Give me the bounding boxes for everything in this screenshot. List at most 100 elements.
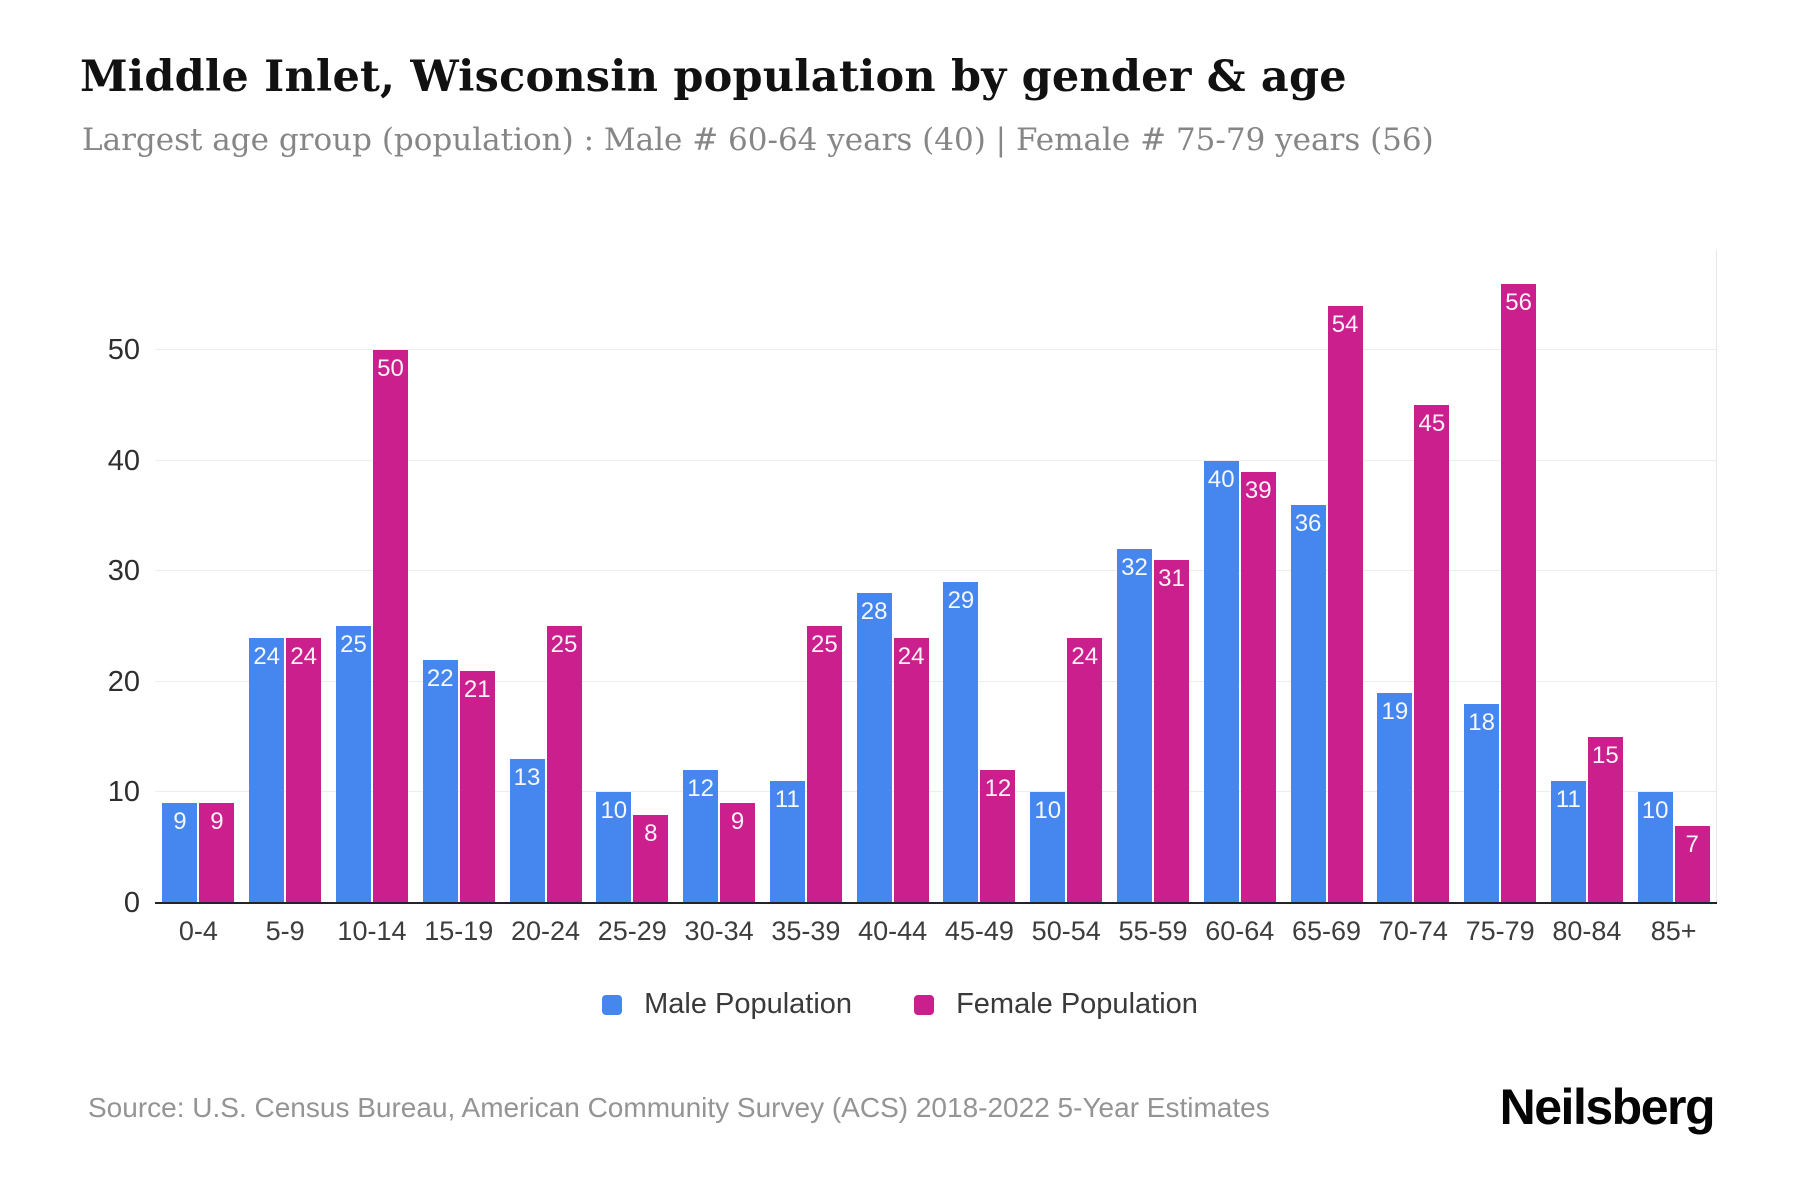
male-bar-25-29[interactable]: 10 [596, 792, 632, 903]
bar-value-label: 11 [774, 786, 800, 813]
male-bar-5-9[interactable]: 24 [249, 638, 285, 903]
x-axis-labels: 0-4 5-9 10-14 15-19 20-24 25-29 30-34 35-39 40-4… [155, 916, 1717, 947]
x-axis-tick-label-0-4: 0-4 [178, 916, 218, 946]
bar-value-label: 28 [860, 598, 888, 625]
male-bar-15-19[interactable]: 22 [422, 660, 458, 903]
y-axis-tick-label: 10 [107, 776, 140, 809]
male-bar-20-24[interactable]: 13 [509, 759, 545, 903]
bars-layer: 9 9 24 24 25 50 22 21 13 25 10 8 12 9 11 25 28 24 29 12 10 24… [155, 250, 1717, 903]
bar-value-label: 50 [377, 355, 404, 382]
female-bar-20-24[interactable]: 25 [546, 626, 582, 903]
bar-group-35-39: 11 25 [762, 250, 849, 903]
female-bar-15-19[interactable]: 21 [459, 671, 495, 903]
x-axis-tick-label-40-44: 40-44 [858, 916, 928, 946]
male-bar-10-14[interactable]: 25 [335, 626, 371, 903]
male-bar-30-34[interactable]: 12 [683, 770, 719, 903]
bar-value-label: 25 [340, 631, 367, 658]
male-legend-swatch-icon [602, 994, 623, 1015]
x-axis-tick-label-20-24: 20-24 [510, 916, 581, 946]
bar-value-label: 54 [1331, 311, 1359, 338]
bar-value-label: 10 [600, 797, 628, 824]
male-bar-40-44[interactable]: 28 [856, 593, 892, 903]
source-note: Source: U.S. Census Bureau, American Com… [88, 1092, 1270, 1123]
chart-subtitle: Largest age group (population) : Male # … [82, 122, 1434, 158]
x-axis-tick-label-85+: 85+ [1650, 916, 1697, 946]
bar-group-60-64: 40 39 [1196, 250, 1283, 903]
female-bar-55-59[interactable]: 31 [1153, 560, 1189, 903]
chart-title: Middle Inlet, Wisconsin population by ge… [80, 52, 1347, 102]
bar-value-label: 9 [210, 808, 224, 835]
female-bar-60-64[interactable]: 39 [1240, 472, 1276, 903]
female-bar-65-69[interactable]: 54 [1327, 306, 1363, 903]
legend-item-male[interactable]: Male Population [602, 988, 852, 1021]
male-bar-35-39[interactable]: 11 [769, 781, 805, 903]
bar-value-label: 24 [253, 643, 281, 670]
bar-group-10-14: 25 50 [329, 250, 416, 903]
bar-group-70-74: 19 45 [1370, 250, 1457, 903]
female-bar-30-34[interactable]: 9 [720, 803, 756, 903]
bar-value-label: 24 [1071, 643, 1099, 670]
bar-value-label: 12 [984, 775, 1012, 802]
x-axis-tick-label-5-9: 5-9 [265, 916, 305, 946]
female-bar-75-79[interactable]: 56 [1501, 284, 1537, 903]
male-bar-0-4[interactable]: 9 [162, 803, 198, 903]
legend-item-female[interactable]: Female Population [914, 988, 1198, 1021]
bar-value-label: 24 [290, 643, 318, 670]
female-bar-35-39[interactable]: 25 [806, 626, 842, 903]
male-bar-70-74[interactable]: 19 [1377, 693, 1413, 903]
bar-value-label: 9 [173, 808, 187, 835]
female-bar-40-44[interactable]: 24 [893, 638, 929, 903]
male-bar-45-49[interactable]: 29 [943, 582, 979, 903]
female-bar-25-29[interactable]: 8 [633, 815, 669, 903]
bar-value-label: 40 [1207, 466, 1235, 493]
female-bar-0-4[interactable]: 9 [199, 803, 235, 903]
bar-value-label: 11 [1555, 786, 1581, 813]
gridline-20 [155, 680, 1717, 682]
gridline-40 [155, 459, 1717, 461]
bar-group-40-44: 28 24 [849, 250, 936, 903]
female-bar-45-49[interactable]: 12 [980, 770, 1016, 903]
bar-value-label: 8 [644, 820, 658, 847]
bar-group-55-59: 32 31 [1110, 250, 1197, 903]
gridline-50 [155, 349, 1717, 350]
bar-value-label: 18 [1468, 709, 1495, 736]
bar-value-label: 24 [897, 643, 925, 670]
y-axis-tick-label: 20 [107, 665, 140, 698]
bar-group-20-24: 13 25 [502, 250, 589, 903]
bar-group-50-54: 10 24 [1023, 250, 1110, 903]
x-axis-tick-label-10-14: 10-14 [337, 916, 407, 946]
bar-value-label: 36 [1294, 510, 1322, 537]
male-bar-55-59[interactable]: 32 [1116, 549, 1152, 903]
bar-value-label: 12 [687, 775, 714, 802]
x-axis-tick-label-25-29: 25-29 [597, 916, 667, 946]
bar-value-label: 45 [1418, 410, 1446, 437]
female-bar-50-54[interactable]: 24 [1067, 638, 1103, 903]
bar-value-label: 31 [1158, 565, 1185, 592]
female-bar-10-14[interactable]: 50 [372, 350, 408, 903]
male-bar-65-69[interactable]: 36 [1290, 505, 1326, 903]
bar-value-label: 22 [426, 665, 454, 692]
bar-value-label: 9 [730, 808, 745, 835]
female-bar-80-84[interactable]: 15 [1587, 737, 1623, 903]
y-axis-tick-label: 40 [107, 444, 140, 477]
x-axis-tick-label-50-54: 50-54 [1031, 916, 1101, 946]
bar-value-label: 39 [1244, 477, 1272, 504]
bar-group-25-29: 10 8 [589, 250, 676, 903]
brand-logo: Neilsberg [1499, 1079, 1716, 1135]
female-legend-swatch-icon [914, 994, 935, 1015]
x-axis-tick-label-80-84: 80-84 [1552, 916, 1622, 946]
bar-value-label: 25 [550, 631, 578, 658]
male-bar-80-84[interactable]: 11 [1550, 781, 1586, 903]
male-bar-60-64[interactable]: 40 [1203, 461, 1239, 903]
male-bar-85+[interactable]: 10 [1637, 792, 1673, 903]
bar-value-label: 13 [513, 764, 541, 791]
female-bar-85+[interactable]: 7 [1674, 826, 1710, 903]
female-bar-5-9[interactable]: 24 [286, 638, 322, 903]
y-axis-grid: 0 10 20 30 40 50 [108, 250, 1717, 918]
male-bar-50-54[interactable]: 10 [1030, 792, 1066, 903]
bar-value-label: 15 [1592, 742, 1619, 769]
male-bar-75-79[interactable]: 18 [1464, 704, 1500, 903]
female-bar-70-74[interactable]: 45 [1414, 405, 1450, 903]
bar-value-label: 56 [1505, 289, 1532, 316]
